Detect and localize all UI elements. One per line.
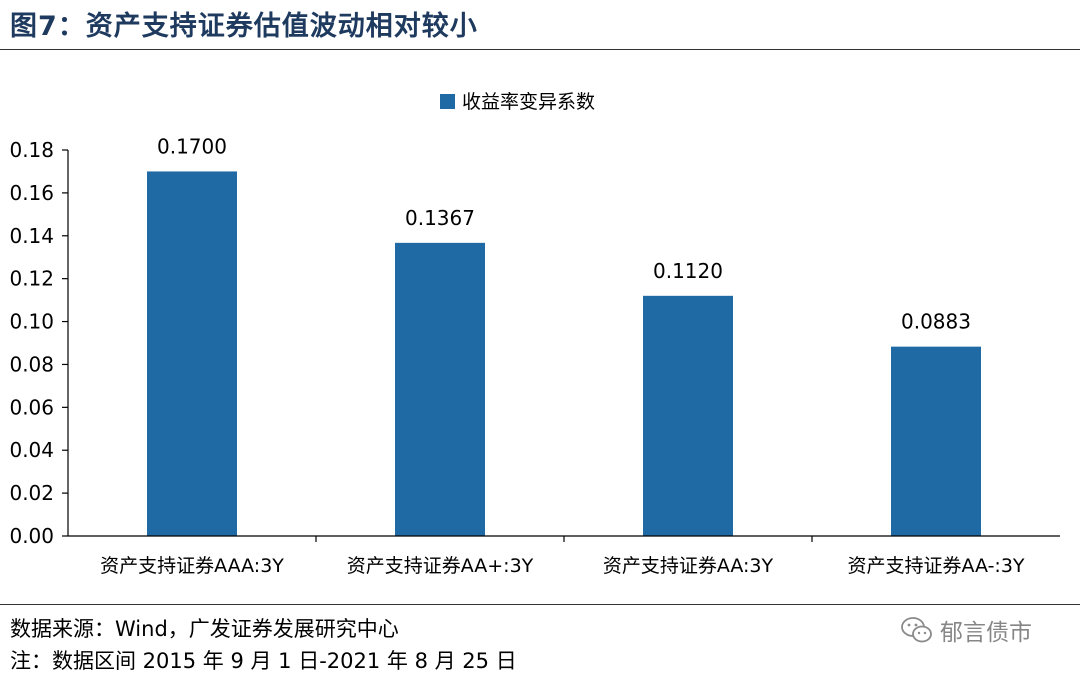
data-label: 0.1367 xyxy=(405,206,475,230)
y-tick-label: 0.10 xyxy=(9,310,54,334)
x-tick-label: 资产支持证券AAA:3Y xyxy=(100,555,284,577)
y-tick-label: 0.12 xyxy=(9,267,54,291)
x-tick-label: 资产支持证券AA:3Y xyxy=(603,555,774,577)
legend-label: 收益率变异系数 xyxy=(462,91,595,113)
data-label: 0.0883 xyxy=(901,310,971,334)
x-tick-label: 资产支持证券AA-:3Y xyxy=(847,555,1024,577)
y-axis: 0.00 0.02 0.04 0.06 0.08 0.10 0.12 0.14 0.16 0.18 xyxy=(9,138,69,548)
legend: 收益率变异系数 xyxy=(440,91,595,113)
bottom-rule xyxy=(0,604,1080,605)
bar xyxy=(891,346,981,536)
x-axis: 资产支持证券AAA:3Y 资产支持证券AA+:3Y 资产支持证券AA:3Y 资产支持证… xyxy=(68,535,1060,577)
y-tick-label: 0.06 xyxy=(9,395,54,419)
y-tick-label: 0.14 xyxy=(9,224,54,248)
date-range-note: 注：数据区间 2015 年 9 月 1 日-2021 年 8 月 25 日 xyxy=(10,649,517,673)
wechat-icon xyxy=(901,617,932,643)
y-tick-label: 0.18 xyxy=(9,138,54,162)
bar xyxy=(643,295,733,536)
y-tick-label: 0.16 xyxy=(9,181,54,205)
top-rule xyxy=(0,49,1080,50)
watermark-text: 郁言债市 xyxy=(940,620,1032,646)
source-note: 数据来源：Wind，广发证券发展研究中心 xyxy=(10,617,399,641)
bar xyxy=(147,171,237,536)
figure-title: 图7：资产支持证券估值波动相对较小 xyxy=(10,11,478,42)
data-label: 0.1120 xyxy=(653,259,723,283)
legend-swatch xyxy=(440,94,455,109)
bars: 0.1700 0.1367 0.1120 0.0883 xyxy=(147,134,981,537)
bar-chart: 收益率变异系数 0.00 0.02 0.04 0.06 0.08 0.10 0.12 0.14… xyxy=(9,91,1060,577)
y-tick-label: 0.08 xyxy=(9,352,54,376)
y-tick-label: 0.00 xyxy=(9,524,54,548)
x-tick-label: 资产支持证券AA+:3Y xyxy=(347,555,534,577)
y-tick-label: 0.04 xyxy=(9,438,54,462)
watermark: 郁言债市 xyxy=(900,613,1032,647)
bar xyxy=(395,242,485,537)
y-tick-label: 0.02 xyxy=(9,481,54,505)
data-label: 0.1700 xyxy=(157,134,227,158)
